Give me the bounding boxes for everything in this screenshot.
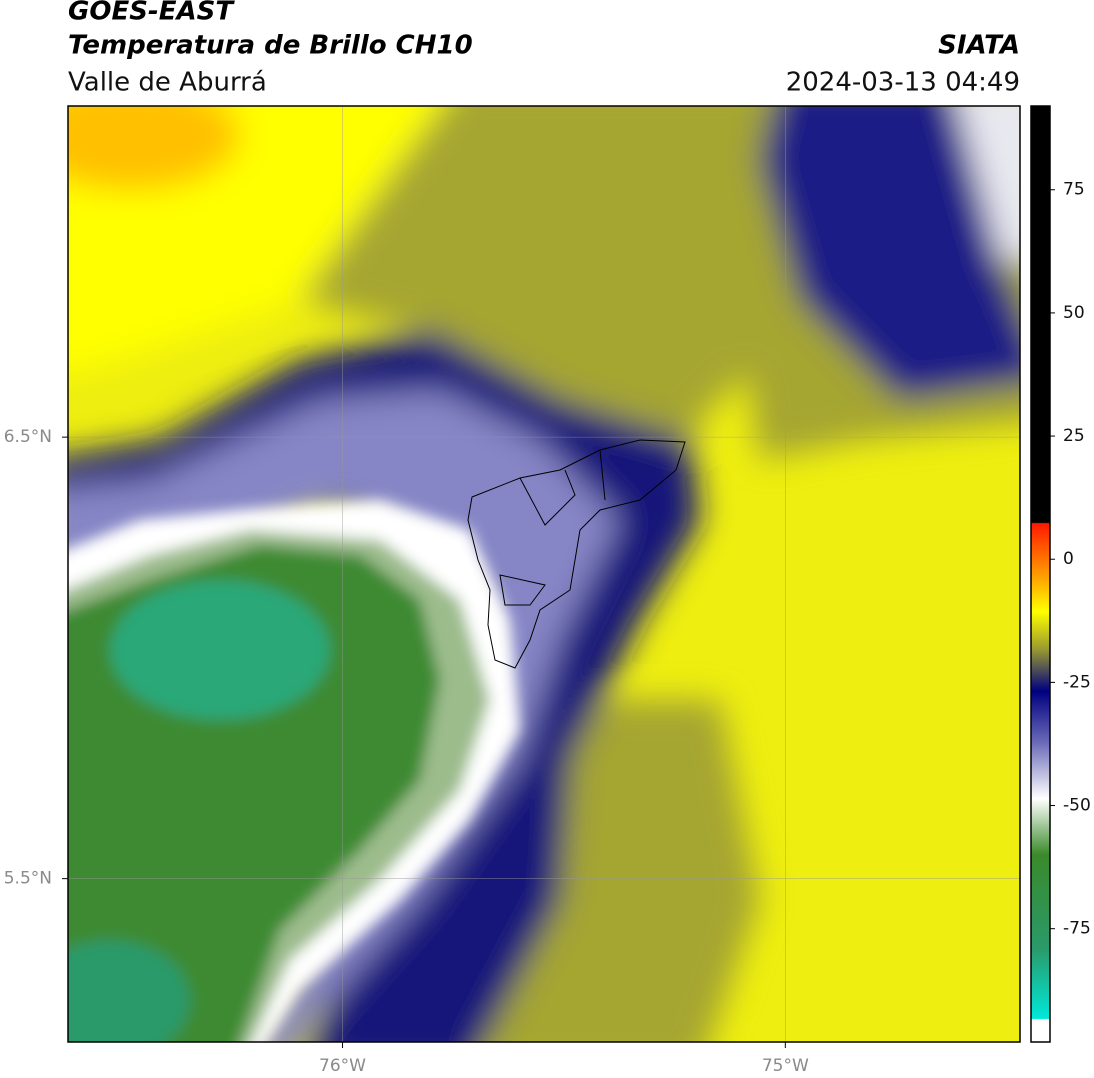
colorbar-tick-label: 0 bbox=[1063, 549, 1074, 569]
municipal-boundaries bbox=[467, 439, 686, 669]
colorbar bbox=[1030, 105, 1051, 1043]
map-frame bbox=[67, 105, 1021, 1043]
y-tick-label: 5.5°N bbox=[4, 869, 52, 889]
source: SIATA bbox=[938, 31, 1020, 61]
colorbar-tick-label: -50 bbox=[1063, 796, 1091, 816]
x-tick-label: 75°W bbox=[762, 1056, 809, 1076]
title: GOES-EAST bbox=[68, 0, 235, 27]
colorbar-tick-label: 50 bbox=[1063, 303, 1085, 323]
colorbar-tick-label: -75 bbox=[1063, 919, 1091, 939]
x-tick-label: 76°W bbox=[319, 1056, 366, 1076]
colorbar-tick-label: 25 bbox=[1063, 426, 1085, 446]
colorbar-tick-label: -25 bbox=[1063, 672, 1091, 692]
subtitle: Temperatura de Brillo CH10 bbox=[68, 31, 473, 61]
datetime: 2024-03-13 04:49 bbox=[786, 68, 1020, 98]
region: Valle de Aburrá bbox=[68, 68, 267, 98]
map-image bbox=[68, 106, 1020, 1042]
y-tick-label: 6.5°N bbox=[4, 427, 52, 447]
colorbar-tick-label: 75 bbox=[1063, 180, 1085, 200]
